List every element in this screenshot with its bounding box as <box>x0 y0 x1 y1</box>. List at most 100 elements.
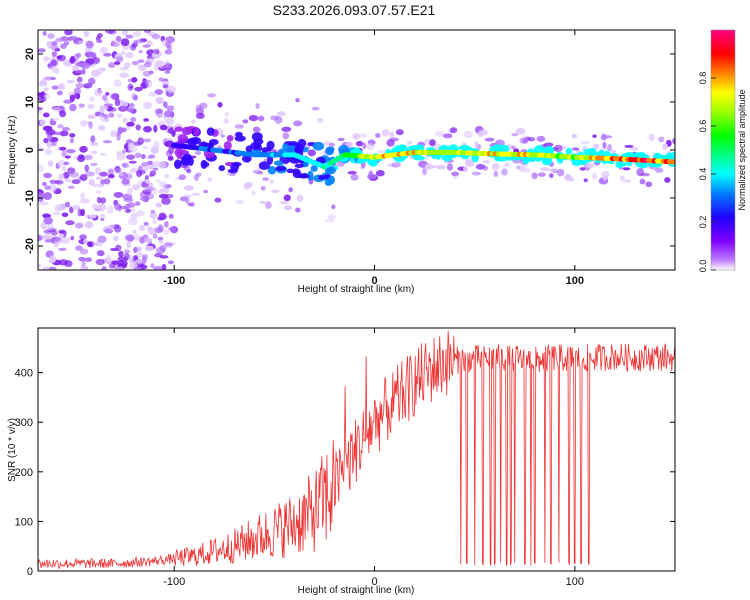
noise-speckle <box>252 169 262 174</box>
noise-speckle <box>128 102 135 108</box>
noise-speckle <box>511 133 518 137</box>
noise-speckle <box>128 160 137 164</box>
noise-speckle <box>477 131 484 138</box>
noise-speckle <box>97 32 103 38</box>
noise-speckle <box>153 266 164 270</box>
noise-speckle <box>154 60 165 68</box>
noise-speckle <box>154 89 164 95</box>
colorbar-tick-label: 0.2 <box>698 216 708 229</box>
blob <box>368 157 379 167</box>
noise-speckle <box>124 208 131 213</box>
noise-speckle <box>327 214 336 220</box>
colorbar-ticks: 0.0 0.2 0.4 0.6 0.8 <box>698 72 716 272</box>
noise-speckle <box>84 154 93 161</box>
noise-speckle <box>143 118 150 122</box>
noise-speckle <box>352 133 360 140</box>
noise-speckle <box>70 235 75 241</box>
noise-speckle <box>96 39 103 44</box>
noise-speckle <box>81 258 86 267</box>
noise-speckle <box>121 50 126 55</box>
noise-speckle <box>255 103 260 110</box>
noise-speckle <box>68 36 78 41</box>
noise-speckle <box>296 194 304 203</box>
noise-speckle <box>324 218 335 223</box>
noise-speckle <box>645 181 653 188</box>
noise-speckle <box>69 57 76 64</box>
noise-speckle <box>134 86 143 92</box>
noise-speckle <box>549 168 559 173</box>
noise-speckle <box>72 204 81 210</box>
blob <box>524 156 533 162</box>
noise-speckle <box>143 30 152 34</box>
noise-speckle <box>66 79 75 84</box>
noise-speckle <box>134 233 141 242</box>
y-tick-label: 100 <box>15 516 33 528</box>
noise-speckle <box>194 173 199 182</box>
noise-speckle <box>610 149 617 154</box>
noise-speckle <box>262 177 270 181</box>
noise-speckle <box>166 105 175 111</box>
noise-speckle <box>63 161 70 166</box>
noise-speckle <box>119 172 124 177</box>
noise-speckle <box>84 221 94 229</box>
ridge-point <box>669 159 675 165</box>
noise-speckle <box>491 163 500 171</box>
noise-speckle <box>540 167 550 172</box>
blob <box>288 140 299 147</box>
noise-speckle <box>147 154 156 159</box>
noise-speckle <box>116 153 126 161</box>
noise-speckle <box>44 148 53 155</box>
noise-speckle <box>295 97 300 103</box>
x-tick-label: 0 <box>371 576 377 588</box>
noise-speckle <box>69 94 76 102</box>
noise-speckle <box>44 185 52 190</box>
noise-speckle <box>52 106 62 112</box>
noise-speckle <box>148 91 157 97</box>
noise-speckle <box>85 40 94 49</box>
noise-speckle <box>108 62 115 69</box>
noise-speckle <box>135 124 141 131</box>
noise-speckle <box>549 173 554 178</box>
noise-speckle <box>119 72 130 79</box>
noise-speckle <box>331 204 336 210</box>
noise-speckle <box>195 112 205 120</box>
colorbar-tick-label: 0.8 <box>698 72 708 85</box>
x-tick-label: 100 <box>566 576 584 588</box>
blob <box>174 126 183 132</box>
noise-speckle <box>112 235 119 242</box>
noise-speckle <box>624 144 634 148</box>
noise-speckle <box>114 202 121 211</box>
noise-speckle <box>619 175 625 182</box>
noise-speckle <box>123 197 134 202</box>
noise-speckle <box>602 141 607 149</box>
noise-speckle <box>38 263 42 269</box>
noise-speckle <box>152 161 163 168</box>
noise-speckle <box>125 125 131 130</box>
noise-speckle <box>564 173 572 182</box>
noise-speckle <box>59 233 64 238</box>
noise-speckle <box>658 136 665 143</box>
noise-speckle <box>150 209 156 214</box>
noise-speckle <box>579 167 586 171</box>
noise-speckle <box>163 64 171 69</box>
noise-speckle <box>106 254 112 261</box>
noise-speckle <box>143 125 152 133</box>
noise-speckle <box>317 117 324 123</box>
noise-speckle <box>191 192 201 196</box>
noise-speckle <box>207 177 213 182</box>
noise-speckle <box>155 108 164 115</box>
noise-speckle <box>120 38 130 47</box>
blob <box>181 126 193 136</box>
blob <box>223 141 232 151</box>
noise-speckle <box>623 179 632 183</box>
noise-speckle <box>52 212 61 216</box>
noise-speckle <box>164 193 174 199</box>
noise-speckle <box>122 117 128 124</box>
noise-speckle <box>251 190 256 196</box>
noise-speckle <box>157 224 164 233</box>
noise-speckle <box>94 243 104 247</box>
noise-speckle <box>242 119 249 124</box>
noise-speckle <box>164 49 173 55</box>
noise-speckle <box>80 198 90 204</box>
